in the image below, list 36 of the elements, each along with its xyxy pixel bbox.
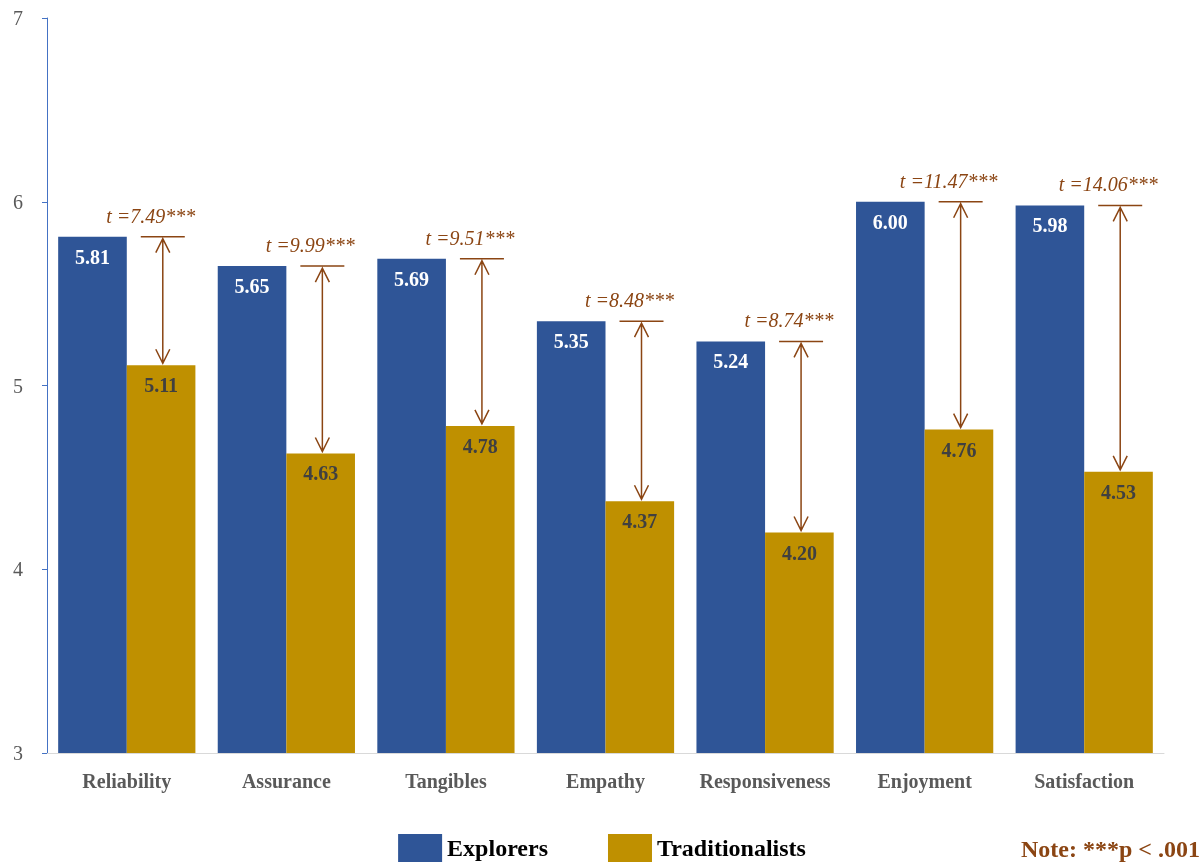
data-label: 4.63 xyxy=(303,462,339,485)
data-label: 5.98 xyxy=(1032,214,1068,237)
annotation: t =7.49*** xyxy=(106,204,196,227)
legend-label: Traditionalists xyxy=(656,835,806,861)
data-label: 5.69 xyxy=(394,267,430,290)
data-label: 6.00 xyxy=(872,210,908,233)
y-tick-label: 6 xyxy=(13,190,23,213)
x-tick-label: Enjoyment xyxy=(877,770,973,793)
data-label: 5.35 xyxy=(553,330,589,353)
y-tick-label: 4 xyxy=(13,558,23,581)
data-label: 4.37 xyxy=(622,510,658,533)
annotation: t =9.51*** xyxy=(425,226,515,249)
x-tick-label: Satisfaction xyxy=(1034,770,1135,792)
annotation: t =9.99*** xyxy=(265,234,355,257)
annotation: t =11.47*** xyxy=(899,169,998,192)
annotation: t =8.48*** xyxy=(584,289,675,312)
x-tick-label: Tangibles xyxy=(405,770,487,793)
annotation: t =14.06*** xyxy=(1058,173,1158,196)
x-tick-label: Assurance xyxy=(241,770,331,792)
x-tick-label: Responsiveness xyxy=(699,770,831,793)
data-label: 5.65 xyxy=(234,275,270,298)
data-label: 5.24 xyxy=(713,350,749,373)
x-tick-label: Empathy xyxy=(566,770,645,793)
data-label: 4.78 xyxy=(462,434,498,457)
data-label: 5.81 xyxy=(74,245,110,268)
text: Note: ***p < .001 xyxy=(1021,836,1201,862)
annotation: t =8.74*** xyxy=(744,309,834,332)
x-tick-label: Reliability xyxy=(82,770,172,793)
y-tick-label: 7 xyxy=(13,7,23,29)
legend-label: Explorers xyxy=(447,835,548,861)
data-label: 4.53 xyxy=(1101,480,1137,503)
y-tick-label: 5 xyxy=(13,374,23,397)
data-label: 5.11 xyxy=(144,374,179,397)
y-tick-label: 3 xyxy=(13,742,23,764)
data-label: 4.20 xyxy=(781,541,817,564)
data-label: 4.76 xyxy=(941,438,977,461)
